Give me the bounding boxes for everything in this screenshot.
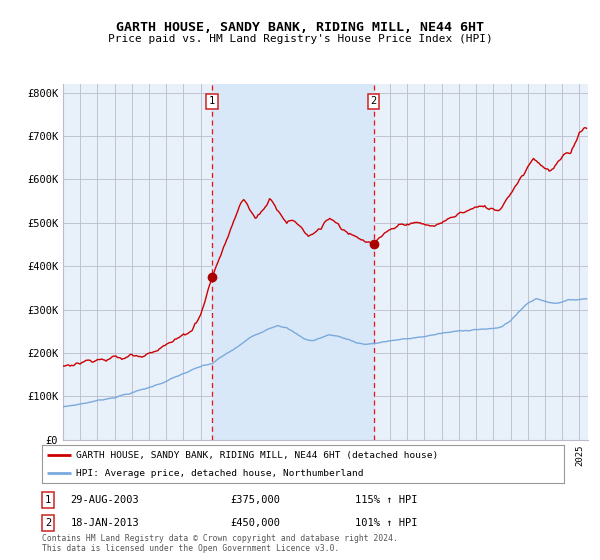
Text: 1: 1	[45, 494, 52, 505]
Text: GARTH HOUSE, SANDY BANK, RIDING MILL, NE44 6HT: GARTH HOUSE, SANDY BANK, RIDING MILL, NE…	[116, 21, 484, 34]
Text: HPI: Average price, detached house, Northumberland: HPI: Average price, detached house, Nort…	[76, 469, 364, 478]
Text: 1: 1	[209, 96, 215, 106]
Text: Contains HM Land Registry data © Crown copyright and database right 2024.
This d: Contains HM Land Registry data © Crown c…	[42, 534, 398, 553]
Text: 29-AUG-2003: 29-AUG-2003	[71, 494, 139, 505]
Text: GARTH HOUSE, SANDY BANK, RIDING MILL, NE44 6HT (detached house): GARTH HOUSE, SANDY BANK, RIDING MILL, NE…	[76, 451, 438, 460]
Text: 101% ↑ HPI: 101% ↑ HPI	[355, 518, 418, 528]
Text: £375,000: £375,000	[230, 494, 280, 505]
Text: 2: 2	[45, 518, 52, 528]
Text: 115% ↑ HPI: 115% ↑ HPI	[355, 494, 418, 505]
Text: £450,000: £450,000	[230, 518, 280, 528]
Bar	[212, 84, 374, 440]
Text: 18-JAN-2013: 18-JAN-2013	[71, 518, 139, 528]
Text: Price paid vs. HM Land Registry's House Price Index (HPI): Price paid vs. HM Land Registry's House …	[107, 34, 493, 44]
Text: 2: 2	[371, 96, 377, 106]
